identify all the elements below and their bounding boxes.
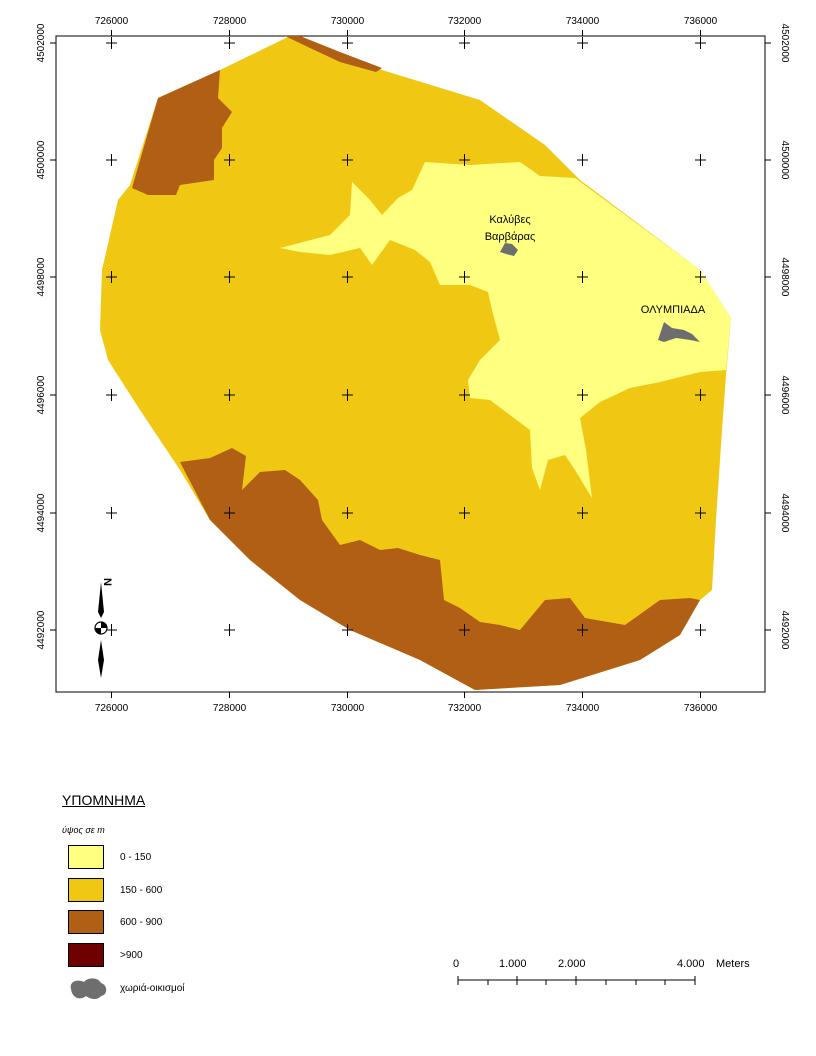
x-tick-top: 730000 xyxy=(331,16,365,27)
y-tick-right: 4502000 xyxy=(779,24,790,63)
place-label-kalyves: Καλύβες xyxy=(489,214,530,226)
x-tick-top: 732000 xyxy=(448,16,482,27)
scale-unit: Meters xyxy=(716,958,750,970)
x-tick-top: 726000 xyxy=(95,16,129,27)
y-tick-left: 4498000 xyxy=(36,257,47,296)
legend-label: >900 xyxy=(120,949,143,961)
y-tick-right: 4494000 xyxy=(779,494,790,533)
x-tick-bottom: 726000 xyxy=(95,703,129,714)
place-label-varvaras: Βαρβάρας xyxy=(485,231,536,243)
legend-item: 150 - 600 xyxy=(68,878,162,902)
village-kalyves-varvaras xyxy=(500,243,518,256)
legend-label: 0 - 150 xyxy=(120,851,152,863)
village-olympiada xyxy=(658,322,700,342)
y-tick-right: 4496000 xyxy=(779,376,790,415)
x-tick-top: 728000 xyxy=(213,16,247,27)
legend-item: χωριά-οικισμοί xyxy=(68,976,185,1000)
elevation-zone-600-900-south xyxy=(180,448,700,690)
y-tick-left: 4496000 xyxy=(36,375,47,414)
y-tick-left: 4492000 xyxy=(36,610,47,649)
north-arrow-icon: N xyxy=(94,578,113,678)
legend-label: 600 - 900 xyxy=(120,916,163,928)
village-symbol-icon xyxy=(70,978,107,1000)
legend-swatch xyxy=(68,845,104,869)
scale-label: 2.000 xyxy=(558,958,586,970)
legend-subtitle: ύψος σε m xyxy=(62,825,105,835)
y-tick-left: 4494000 xyxy=(36,493,47,532)
x-tick-top: 736000 xyxy=(684,16,718,27)
scale-bar xyxy=(457,976,696,985)
x-tick-bottom: 734000 xyxy=(566,703,600,714)
scale-label: 0 xyxy=(453,958,460,970)
grid-crosses xyxy=(106,37,706,636)
legend-swatch xyxy=(68,878,104,902)
legend-title: ΥΠΟΜΝΗΜΑ xyxy=(62,792,146,808)
legend-swatch xyxy=(68,943,104,967)
scale-label: 1.000 xyxy=(499,958,527,970)
x-tick-bottom: 732000 xyxy=(448,703,482,714)
place-label-olympiada: ΟΛΥΜΠΙΑΔΑ xyxy=(641,304,706,316)
x-tick-bottom: 728000 xyxy=(213,703,247,714)
legend-item: 0 - 150 xyxy=(68,845,151,869)
scale-label: 4.000 xyxy=(677,958,705,970)
y-tick-right: 4498000 xyxy=(779,258,790,297)
y-tick-right: 4492000 xyxy=(779,611,790,650)
legend-label: 150 - 600 xyxy=(120,884,163,896)
y-tick-right: 4500000 xyxy=(779,141,790,180)
y-tick-left: 4500000 xyxy=(36,140,47,179)
y-tick-left: 4502000 xyxy=(36,23,47,62)
legend-label: χωριά-οικισμοί xyxy=(120,982,185,994)
frame-ticks xyxy=(50,30,771,698)
elevation-zone-0-150 xyxy=(280,162,731,498)
x-tick-bottom: 730000 xyxy=(331,703,365,714)
elevation-zone-600-900-north xyxy=(285,36,382,72)
x-tick-top: 734000 xyxy=(566,16,600,27)
elevation-zone-600-900-northwest xyxy=(132,70,232,195)
north-label: N xyxy=(101,578,113,586)
legend-swatch xyxy=(68,910,104,934)
x-tick-bottom: 736000 xyxy=(684,703,718,714)
legend-item: 600 - 900 xyxy=(68,910,162,934)
legend-item: >900 xyxy=(68,943,143,967)
